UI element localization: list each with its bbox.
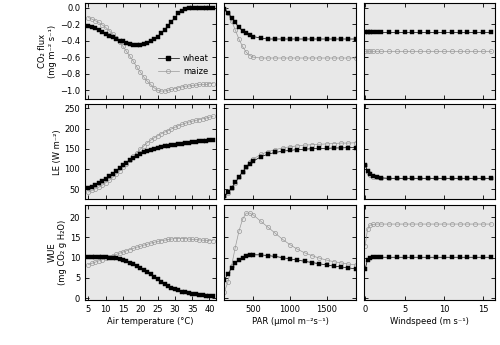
Y-axis label: LE (W m⁻²): LE (W m⁻²): [52, 129, 62, 175]
Y-axis label: WUE
(mg CO₂ g H₂O): WUE (mg CO₂ g H₂O): [48, 220, 67, 285]
X-axis label: Air temperature (°C): Air temperature (°C): [108, 317, 194, 326]
Legend: wheat, maize: wheat, maize: [154, 51, 212, 80]
Y-axis label: CO₂ flux
(mg m⁻² s⁻¹): CO₂ flux (mg m⁻² s⁻¹): [38, 24, 57, 78]
X-axis label: Windspeed (m s⁻¹): Windspeed (m s⁻¹): [390, 317, 468, 326]
X-axis label: PAR (μmol m⁻²s⁻¹): PAR (μmol m⁻²s⁻¹): [252, 317, 328, 326]
